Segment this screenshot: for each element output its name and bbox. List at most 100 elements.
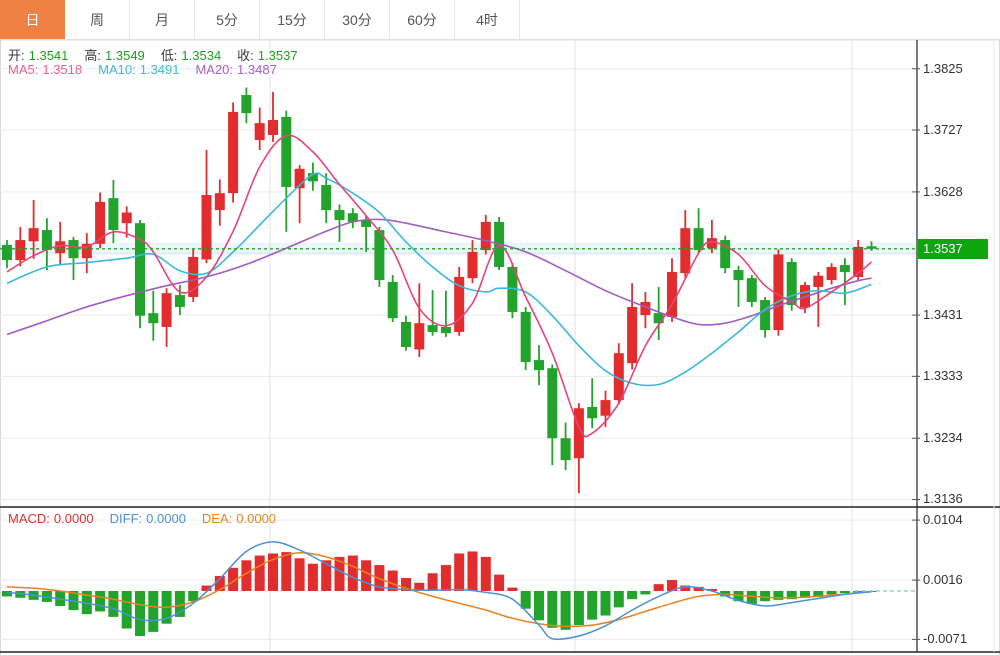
tab-month[interactable]: 月 [130, 0, 195, 39]
candle-body [454, 276, 465, 332]
price-tick-label: 1.3727 [923, 122, 963, 138]
macd-bar [440, 565, 451, 591]
macd-bar [214, 575, 225, 591]
candle-body [706, 238, 717, 249]
macd-bar [15, 590, 26, 598]
candle-body [387, 281, 398, 319]
candle-body [640, 301, 651, 316]
tab-15min[interactable]: 15分 [260, 0, 325, 39]
candle-body [41, 230, 52, 251]
macd-tick-label: -0.0071 [923, 631, 968, 647]
macd-item-2: DEA: 0.0000 [201, 511, 277, 526]
macd-bar [2, 590, 12, 597]
macd-bar [95, 590, 106, 612]
candle-body [534, 360, 544, 371]
tab-5min[interactable]: 5分 [195, 0, 260, 39]
macd-item-1: DIFF: 0.0000 [109, 511, 186, 526]
macd-bar [228, 567, 239, 591]
candle-body [161, 293, 172, 327]
price-tick-label: 1.3825 [923, 60, 963, 76]
macd-bar [494, 574, 505, 591]
candle-body [507, 266, 518, 312]
macd-bar [839, 590, 850, 594]
candle-body [547, 368, 558, 439]
macd-bar [347, 555, 358, 591]
candle-body [188, 256, 199, 297]
macd-bar [706, 588, 717, 591]
tab-4hour[interactable]: 4时 [455, 0, 520, 39]
ma-item-0: MA5: 1.3518 [8, 62, 83, 77]
macd-bar [520, 590, 531, 609]
price-tick-label: 1.3628 [923, 183, 963, 199]
macd-tick-label: 0.0016 [923, 572, 963, 588]
candle-body [401, 321, 411, 347]
chart-plot-area[interactable] [0, 40, 917, 653]
candle-body [294, 168, 305, 189]
macd-bar [693, 586, 704, 591]
macd-bar [733, 590, 744, 602]
candle-body [560, 438, 571, 461]
tab-60min[interactable]: 60分 [390, 0, 455, 39]
candle-body [2, 245, 12, 261]
macd-bar [547, 590, 558, 628]
ma-item-1: MA10: 1.3491 [98, 62, 180, 77]
candle-body [587, 406, 598, 419]
macd-bar [534, 590, 544, 621]
macd-bar [746, 590, 757, 604]
candle-body [81, 243, 92, 259]
macd-bar [800, 590, 810, 598]
macd-bar [281, 552, 292, 591]
candle-body [600, 400, 611, 416]
candle-body [613, 353, 624, 401]
ohlc-item-0: 开: 1.3541 [8, 48, 69, 63]
tab-week[interactable]: 周 [65, 0, 130, 39]
candle-body [214, 193, 225, 211]
candle-body [467, 251, 478, 279]
candle-body [839, 265, 850, 272]
candle-body [680, 228, 691, 274]
macd-bar [560, 590, 571, 630]
candle-body [480, 221, 491, 251]
macd-bar [760, 590, 771, 602]
tab-day[interactable]: 日 [0, 0, 65, 39]
candle-body [321, 185, 332, 211]
macd-bar [188, 590, 199, 602]
candle-body [108, 198, 119, 231]
candle-body [135, 223, 145, 316]
ohlc-item-1: 高: 1.3549 [84, 48, 145, 63]
macd-item-0: MACD: 0.0000 [8, 511, 94, 526]
ma20-line [6, 218, 872, 336]
macd-bar [254, 555, 265, 591]
macd-bar [268, 553, 278, 591]
macd-bar [826, 590, 837, 595]
candle-body [440, 326, 451, 334]
macd-bar [361, 560, 372, 591]
candle-body [653, 313, 664, 324]
tab-30min[interactable]: 30分 [325, 0, 390, 39]
macd-bar [414, 582, 425, 591]
candle-body [201, 195, 212, 260]
macd-bar [387, 570, 398, 591]
candle-body [746, 278, 757, 302]
ohlc-legend: 开: 1.3541 高: 1.3549 低: 1.3534 收: 1.3537 [8, 45, 314, 64]
macd-bar [294, 558, 305, 591]
macd-bar [627, 590, 638, 600]
candle-body [174, 295, 185, 307]
macd-bar [667, 580, 677, 591]
candle-body [28, 228, 39, 242]
candle-body [334, 210, 345, 221]
candle-body [347, 213, 358, 222]
candle-body [720, 240, 731, 269]
macd-bar [640, 590, 651, 595]
macd-bar [480, 556, 491, 591]
macd-bar [613, 590, 624, 608]
candle-body [95, 201, 106, 244]
candle-body [361, 220, 372, 227]
price-tick-label: 1.3234 [923, 430, 963, 446]
macd-bar [108, 590, 119, 617]
macd-bar [680, 585, 691, 591]
macd-bar [813, 590, 824, 598]
macd-bar [467, 551, 478, 591]
